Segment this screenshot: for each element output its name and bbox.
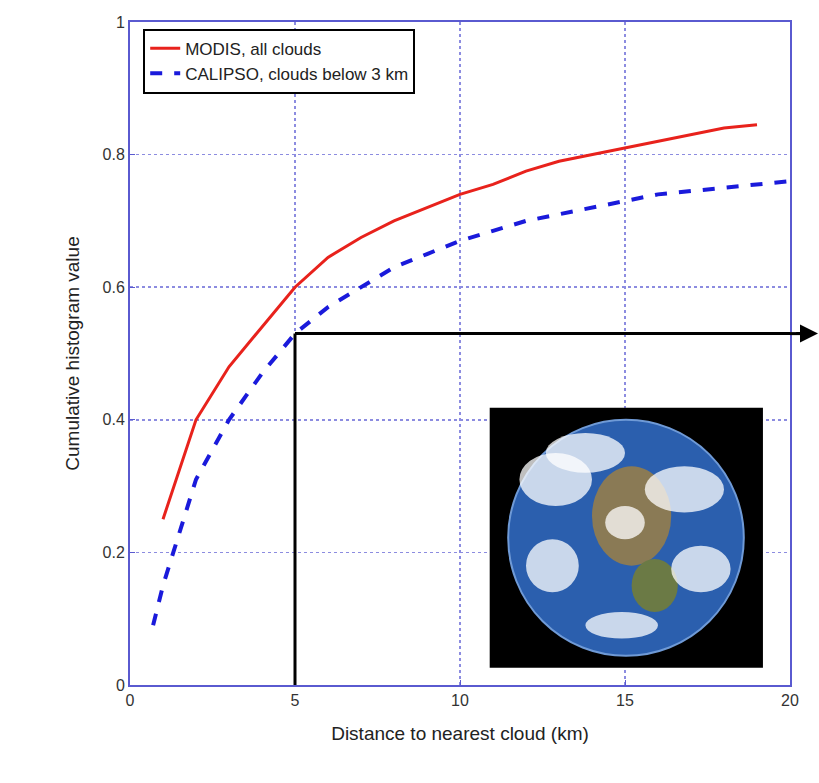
svg-text:CALIPSO, clouds below 3 km: CALIPSO, clouds below 3 km [185, 65, 408, 84]
svg-text:0.6: 0.6 [103, 279, 125, 296]
svg-text:10: 10 [451, 692, 469, 709]
svg-text:15: 15 [616, 692, 634, 709]
svg-text:1: 1 [116, 14, 125, 31]
svg-text:Cumulative histogram value: Cumulative histogram value [62, 236, 83, 470]
svg-text:MODIS, all clouds: MODIS, all clouds [185, 40, 321, 59]
svg-text:5: 5 [291, 692, 300, 709]
svg-text:0.4: 0.4 [103, 411, 125, 428]
svg-text:0: 0 [126, 692, 135, 709]
svg-text:0: 0 [116, 677, 125, 694]
svg-text:20: 20 [781, 692, 799, 709]
svg-text:0.2: 0.2 [103, 544, 125, 561]
svg-text:Distance to nearest cloud (km): Distance to nearest cloud (km) [331, 723, 589, 744]
svg-text:0.8: 0.8 [103, 146, 125, 163]
